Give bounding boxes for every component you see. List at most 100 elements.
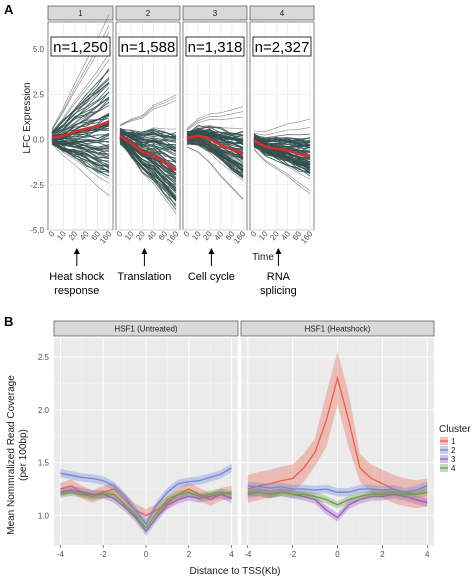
ribbon-cluster-1: [247, 351, 428, 509]
gene-line: [186, 138, 244, 162]
facet-strip-label: 3: [213, 9, 218, 18]
gene-line: [51, 53, 110, 133]
gene-line: [51, 143, 110, 196]
gene-line: [51, 142, 110, 155]
panel-b-xlabel: Distance to TSS(Kb): [190, 566, 281, 577]
facet-1: HSF1 (Heatshock) -4 -2 0 2 4: [240, 320, 435, 559]
gene-line: [253, 118, 311, 133]
panel-a-ylabel: LFC Expression: [22, 82, 33, 153]
gene-line: [253, 137, 311, 145]
panel-a-xlabel: Time: [252, 252, 274, 263]
x-tick-label: 2: [187, 550, 192, 559]
facet-strip-label: 1: [78, 9, 83, 18]
gene-line: [51, 141, 110, 169]
gene-line: [51, 138, 110, 143]
count-label: n=2,327: [255, 39, 310, 56]
gene-line: [119, 138, 177, 189]
gene-line: [186, 141, 244, 176]
legend-title: Cluster: [439, 424, 471, 435]
annotation-label: Cell cycle: [188, 271, 235, 283]
legend-label-1: 1: [451, 437, 456, 446]
gene-line: [186, 128, 244, 139]
panel-b-ylabel-line2: (per 100bp): [18, 429, 29, 481]
mean-line: [253, 139, 311, 158]
gene-line: [119, 139, 177, 198]
gene-line: [119, 128, 177, 138]
legend-label-2: 2: [451, 446, 456, 455]
gene-line: [119, 139, 177, 185]
gene-line: [51, 81, 110, 132]
legend-label-3: 3: [451, 455, 456, 464]
x-tick-label: 2: [380, 550, 385, 559]
count-label: n=1,250: [53, 39, 108, 56]
gene-line: [119, 100, 177, 126]
count-box: [185, 36, 245, 57]
annotation-arrowhead: [275, 248, 282, 254]
facet-strip-label: 4: [280, 9, 285, 18]
gene-line: [119, 132, 177, 148]
y-tick-label: 1.5: [38, 459, 50, 468]
gene-line: [51, 141, 110, 165]
gene-line: [186, 127, 244, 140]
x-tick-label: 160: [165, 229, 181, 245]
gene-line: [119, 134, 177, 162]
gene-line: [119, 131, 177, 140]
gene-line: [51, 140, 110, 158]
gene-line: [186, 129, 244, 138]
gene-line: [119, 97, 177, 126]
gene-line: [186, 116, 244, 131]
gene-line: [51, 87, 110, 135]
gene-line: [253, 143, 311, 171]
gene-line: [51, 139, 110, 148]
gene-line: [186, 106, 244, 129]
mean-line: [51, 120, 110, 140]
gene-line: [253, 127, 311, 136]
annotation-label: Translation: [117, 271, 171, 283]
x-tick-label: 4: [425, 550, 430, 559]
x-tick-label: 0: [144, 550, 149, 559]
gene-line: [253, 142, 311, 175]
ribbon-cluster-1: [60, 479, 232, 522]
annotation-label: response: [54, 285, 99, 297]
gene-line: [186, 137, 244, 160]
annotation-label: RNA: [267, 271, 291, 283]
count-box: [252, 36, 312, 57]
gene-line: [51, 142, 110, 184]
annotation-arrowhead: [73, 248, 80, 254]
gene-line: [119, 127, 177, 133]
gene-line: [253, 133, 311, 138]
x-tick-label: -4: [57, 550, 65, 559]
ribbon-cluster-4: [247, 488, 428, 509]
panel-b-ylabel-line1: Mean Nommralized Read Coverage: [6, 375, 17, 535]
count-box: [50, 36, 111, 57]
x-tick-label: 4: [229, 550, 234, 559]
facet-strip-label: 2: [146, 9, 151, 18]
x-tick-label: 160: [299, 229, 315, 245]
gene-line: [186, 124, 244, 135]
line-cluster-2: [247, 485, 428, 493]
count-box: [118, 36, 178, 57]
gene-line: [253, 135, 311, 149]
facet-strip: [115, 5, 181, 21]
count-label: n=1,318: [188, 39, 243, 56]
mean-line: [119, 134, 177, 172]
x-tick-label: -2: [289, 550, 297, 559]
y-tick-label: 5.0: [33, 45, 45, 54]
gene-line: [186, 131, 244, 148]
gene-line: [51, 81, 110, 135]
gene-line: [119, 134, 177, 155]
annotation-label: splicing: [260, 285, 297, 297]
facet-0: HSF1 (Untreated) -4 -2 0 2 4: [53, 320, 239, 559]
mean-line: [186, 134, 244, 156]
facet-strip: [182, 5, 248, 21]
line-cluster-4: [60, 491, 232, 530]
x-tick-label: 0: [47, 229, 57, 239]
gene-line: [51, 102, 110, 137]
gene-line: [119, 137, 177, 168]
gene-line: [186, 138, 244, 164]
